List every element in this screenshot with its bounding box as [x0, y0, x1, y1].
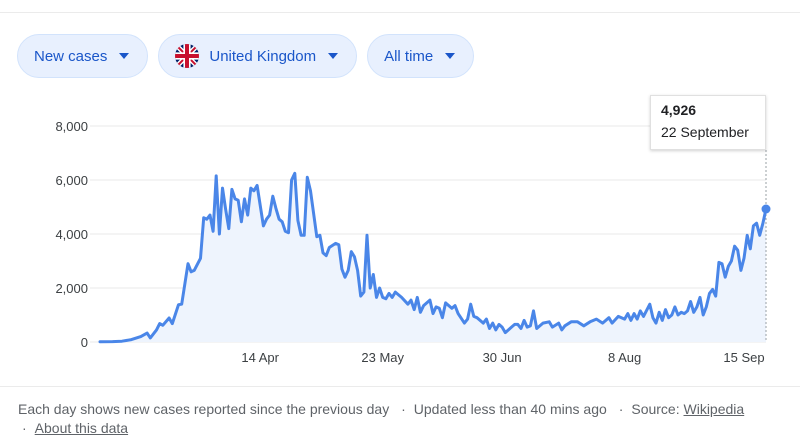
top-divider — [0, 12, 800, 13]
region-dropdown[interactable]: United Kingdom — [158, 34, 358, 78]
footer-updated: Updated less than 40 mins ago — [413, 401, 607, 417]
y-tick-label: 8,000 — [55, 119, 88, 134]
period-dropdown-label: All time — [384, 47, 434, 65]
bottom-divider — [0, 386, 800, 387]
x-tick-label: 23 May — [361, 350, 404, 365]
footer-note: Each day shows new cases reported since … — [18, 401, 390, 417]
cases-chart[interactable]: 0 2,000 4,000 6,000 8,000 14 Apr 23 May 30 Jun… — [0, 0, 800, 386]
y-tick-label: 6,000 — [55, 173, 88, 188]
filter-bar: New cases United Kingdom All time — [17, 34, 475, 78]
x-axis: 14 Apr 23 May 30 Jun 8 Aug 15 Sep — [241, 350, 764, 365]
series-area-fill — [100, 173, 766, 342]
series-line — [98, 171, 768, 344]
caret-down-icon — [445, 53, 456, 59]
uk-flag-icon — [175, 44, 200, 68]
chart-footer: Each day shows new cases reported since … — [18, 400, 798, 438]
tooltip-date: 22 September — [661, 124, 749, 140]
hover-point — [761, 204, 771, 214]
region-dropdown-label: United Kingdom — [209, 47, 317, 65]
y-tick-label: 4,000 — [55, 227, 88, 242]
footer-source-label: Source: — [631, 401, 680, 417]
x-tick-label: 8 Aug — [608, 350, 641, 365]
source-link[interactable]: Wikipedia — [683, 401, 745, 417]
x-tick-label: 30 Jun — [483, 350, 522, 365]
footer-separator: · — [401, 401, 406, 417]
period-dropdown[interactable]: All time — [367, 34, 475, 78]
y-tick-label: 2,000 — [55, 281, 88, 296]
x-tick-label: 14 Apr — [241, 350, 279, 365]
metric-dropdown-label: New cases — [34, 47, 108, 65]
y-axis: 0 2,000 4,000 6,000 8,000 — [55, 119, 88, 350]
metric-dropdown[interactable]: New cases — [17, 34, 149, 78]
x-tick-label: 15 Sep — [723, 350, 764, 365]
caret-down-icon — [328, 53, 339, 59]
about-data-link[interactable]: About this data — [34, 420, 129, 436]
y-tick-label: 0 — [81, 335, 88, 350]
caret-down-icon — [119, 53, 130, 59]
data-tooltip: 4,926 22 September — [650, 95, 766, 150]
footer-separator: · — [618, 401, 624, 417]
tooltip-value: 4,926 — [661, 102, 697, 118]
footer-separator: · — [22, 420, 27, 436]
